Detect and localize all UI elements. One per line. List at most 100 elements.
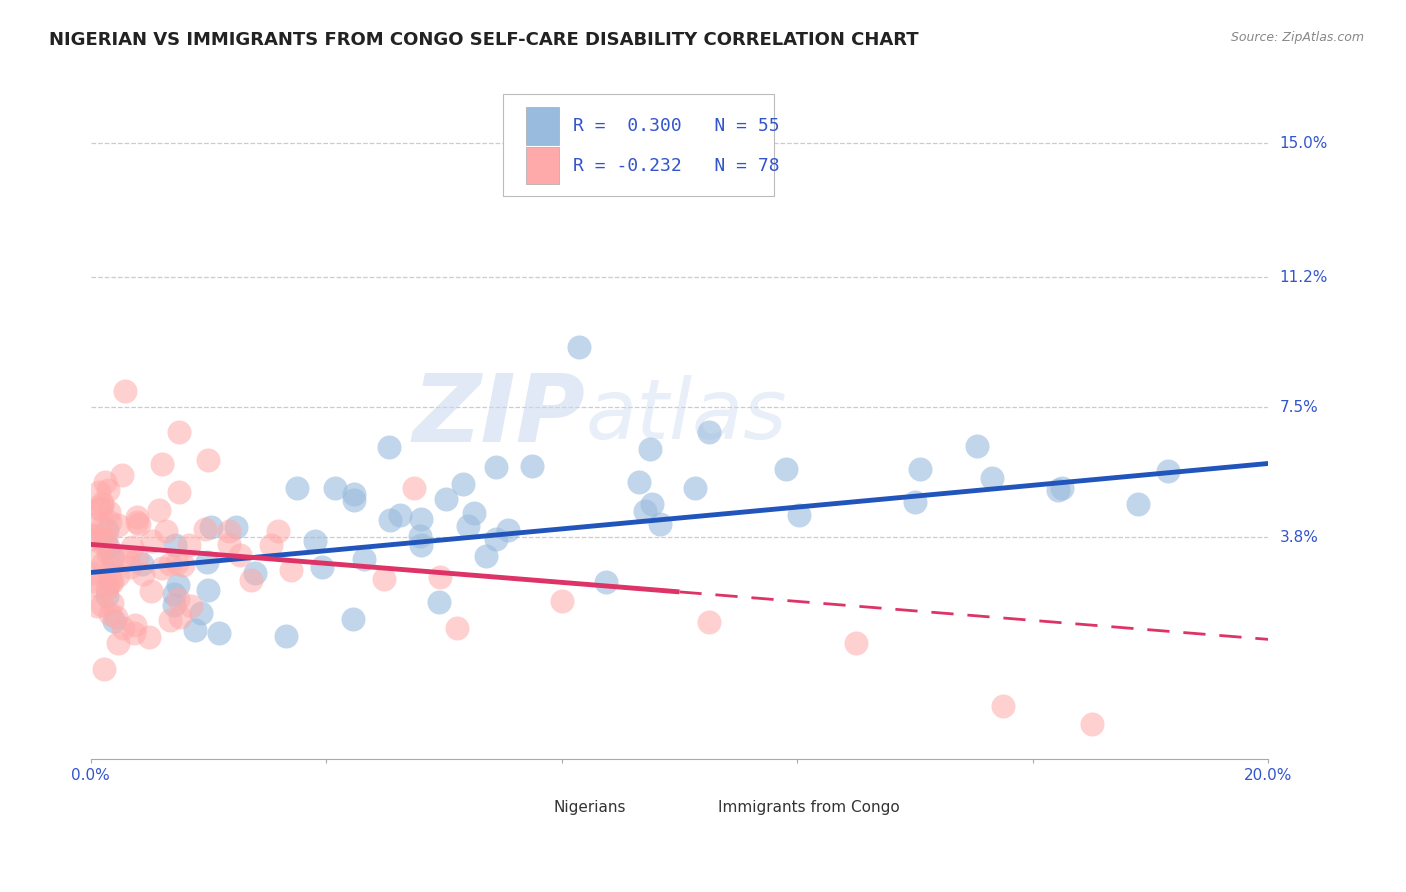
Point <box>163 538 186 552</box>
Point <box>96 589 118 603</box>
Point <box>197 582 219 597</box>
Text: Immigrants from Congo: Immigrants from Congo <box>718 799 900 814</box>
Point <box>197 453 219 467</box>
FancyBboxPatch shape <box>509 797 544 824</box>
Point <box>638 442 661 457</box>
Point <box>280 563 302 577</box>
Point <box>139 584 162 599</box>
Point <box>159 613 181 627</box>
Point <box>150 560 173 574</box>
Point <box>343 493 366 508</box>
Point <box>167 484 190 499</box>
Point <box>184 624 207 638</box>
Point <box>697 425 720 439</box>
Point <box>218 537 240 551</box>
Point <box>125 515 148 529</box>
Point <box>91 520 114 534</box>
Point <box>550 593 572 607</box>
Point <box>114 384 136 398</box>
Point <box>131 557 153 571</box>
Point <box>96 523 118 537</box>
Point <box>190 606 212 620</box>
Point <box>436 492 458 507</box>
Point <box>166 578 188 592</box>
Point <box>628 475 651 489</box>
Point <box>98 607 121 622</box>
Point <box>107 517 129 532</box>
Point <box>463 507 485 521</box>
Point <box>86 599 108 613</box>
Point <box>120 559 142 574</box>
Point <box>409 529 432 543</box>
Point <box>101 575 124 590</box>
Point <box>100 596 122 610</box>
Point <box>311 560 333 574</box>
Point <box>87 502 110 516</box>
Point <box>98 505 121 519</box>
Point <box>90 501 112 516</box>
Point <box>208 626 231 640</box>
Point <box>520 458 543 473</box>
Point <box>239 573 262 587</box>
Point <box>641 497 664 511</box>
Point <box>267 524 290 539</box>
Point <box>285 481 308 495</box>
Point <box>446 621 468 635</box>
Point <box>111 621 134 635</box>
Point <box>87 551 110 566</box>
Point <box>697 615 720 629</box>
Point <box>243 566 266 580</box>
Point <box>484 532 506 546</box>
Text: ZIP: ZIP <box>412 370 585 462</box>
Point <box>91 537 114 551</box>
Point <box>409 538 432 552</box>
Point <box>82 574 104 589</box>
Point <box>276 629 298 643</box>
Text: Nigerians: Nigerians <box>554 799 626 814</box>
FancyBboxPatch shape <box>526 146 560 185</box>
Point <box>323 481 346 495</box>
Point <box>180 599 202 614</box>
Point <box>96 581 118 595</box>
Point <box>634 504 657 518</box>
Point <box>1157 463 1180 477</box>
Point <box>260 538 283 552</box>
Point <box>845 636 868 650</box>
Point <box>97 483 120 497</box>
Point <box>195 555 218 569</box>
Point <box>1080 716 1102 731</box>
Point <box>228 549 250 563</box>
Point <box>908 462 931 476</box>
Point <box>94 475 117 490</box>
Point <box>595 575 617 590</box>
Text: 15.0%: 15.0% <box>1279 136 1327 151</box>
Point <box>83 528 105 542</box>
Point <box>304 533 326 548</box>
FancyBboxPatch shape <box>526 107 560 145</box>
Point <box>91 498 114 512</box>
Point <box>141 533 163 548</box>
Point <box>404 481 426 495</box>
Point <box>966 439 988 453</box>
Point <box>685 481 707 495</box>
Point <box>172 558 194 573</box>
Point <box>94 533 117 547</box>
Text: 3.8%: 3.8% <box>1279 530 1319 545</box>
Point <box>91 496 114 510</box>
Text: 11.2%: 11.2% <box>1279 269 1327 285</box>
Point <box>103 615 125 629</box>
Point <box>97 547 120 561</box>
Text: Source: ZipAtlas.com: Source: ZipAtlas.com <box>1230 31 1364 45</box>
Point <box>86 579 108 593</box>
Point <box>378 440 401 454</box>
Point <box>98 516 121 530</box>
FancyBboxPatch shape <box>673 797 709 824</box>
Point <box>90 598 112 612</box>
Point <box>451 476 474 491</box>
Point <box>125 509 148 524</box>
Point <box>342 487 364 501</box>
Point <box>177 538 200 552</box>
Point <box>155 524 177 538</box>
Point <box>650 517 672 532</box>
Point <box>124 617 146 632</box>
